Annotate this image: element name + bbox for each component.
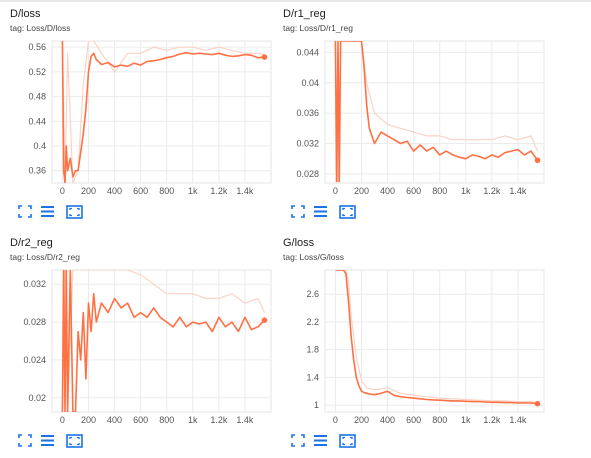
- zoom-fit-icon[interactable]: [339, 434, 356, 448]
- y-tick-label: 0.032: [296, 139, 319, 149]
- fit-screen-icon[interactable]: [18, 205, 34, 218]
- x-tick-label: 1.4k: [236, 415, 254, 425]
- last-point-marker: [261, 54, 268, 60]
- fit-screen-icon[interactable]: [291, 434, 307, 447]
- series-group: [61, 270, 268, 412]
- smoothed-series-line: [335, 270, 538, 405]
- x-tick-label: 800: [159, 415, 174, 425]
- smoothed-series-line: [334, 41, 539, 183]
- series-group: [61, 41, 268, 183]
- data-table-icon[interactable]: [40, 434, 56, 447]
- x-tick-label: 200: [81, 186, 96, 196]
- x-tick-label: 0: [60, 186, 65, 196]
- raw-series-line: [61, 270, 266, 412]
- x-tick-label: 1.4k: [509, 186, 527, 196]
- y-tick-label: 0.04: [301, 78, 319, 88]
- y-tick-label: 0.036: [296, 108, 319, 118]
- last-point-marker: [534, 400, 541, 407]
- x-tick-label: 1k: [188, 415, 198, 425]
- fit-screen-icon[interactable]: [18, 434, 34, 447]
- plot-area: [324, 269, 545, 413]
- x-tick-label: 600: [406, 186, 421, 196]
- x-tick-label: 0: [60, 415, 65, 425]
- card-tag: tag: Loss/G/loss: [283, 252, 344, 262]
- card-d-loss: D/loss tag: Loss/D/loss 0 200 400 600 800 1k 1…: [0, 0, 295, 229]
- x-tick-label: 0: [333, 186, 338, 196]
- smoothed-series-line: [61, 270, 266, 412]
- y-tick-label: 0.44: [28, 116, 46, 126]
- x-tick-label: 1k: [188, 186, 198, 196]
- data-table-icon[interactable]: [313, 205, 329, 218]
- x-tick-label: 800: [432, 415, 447, 425]
- x-tick-label: 200: [81, 415, 96, 425]
- x-tick-label: 800: [159, 186, 174, 196]
- card-title: G/loss: [283, 237, 315, 249]
- fit-screen-icon[interactable]: [291, 205, 307, 218]
- x-tick-label: 400: [107, 186, 122, 196]
- y-tick-label: 0.4: [33, 141, 46, 151]
- series-group: [334, 41, 541, 183]
- y-tick-label: 0.024: [23, 355, 46, 365]
- data-table-icon[interactable]: [40, 205, 56, 218]
- raw-series-line: [334, 41, 539, 183]
- zoom-fit-icon[interactable]: [66, 434, 83, 448]
- x-tick-label: 600: [133, 186, 148, 196]
- zoom-fit-icon[interactable]: [339, 205, 356, 219]
- x-tick-label: 1.4k: [236, 186, 254, 196]
- card-tag: tag: Loss/D/r1_reg: [283, 23, 353, 33]
- zoom-fit-icon[interactable]: [66, 205, 83, 219]
- card-g-loss: G/loss tag: Loss/G/loss 0 200 400 600 800 1k 1…: [273, 229, 568, 458]
- card-tag: tag: Loss/D/r2_reg: [10, 252, 80, 262]
- x-tick-label: 400: [380, 186, 395, 196]
- card-title: D/r1_reg: [283, 8, 326, 20]
- data-table-icon[interactable]: [313, 434, 329, 447]
- y-tick-label: 2.6: [306, 289, 319, 299]
- series-group: [335, 270, 541, 407]
- card-title: D/r2_reg: [10, 237, 53, 249]
- chart-d-loss[interactable]: 0 200 400 600 800 1k 1.2k 1.4k 0.36 0.4 0.44 0.48 0.…: [0, 0, 295, 229]
- y-tick-label: 0.36: [28, 166, 46, 176]
- y-tick-label: 0.032: [23, 279, 46, 289]
- x-tick-label: 400: [380, 415, 395, 425]
- y-tick-label: 2.2: [306, 317, 319, 327]
- chart-d-r2-reg[interactable]: 0 200 400 600 800 1k 1.2k 1.4k 0.02 0.024 0.028 0.0…: [0, 229, 295, 458]
- x-tick-label: 1k: [461, 415, 471, 425]
- card-tag: tag: Loss/D/loss: [10, 23, 71, 33]
- y-tick-label: 0.044: [296, 47, 319, 57]
- card-d-r1-reg: D/r1_reg tag: Loss/D/r1_reg 0 200 400 600 80…: [273, 0, 568, 229]
- x-tick-label: 1.2k: [483, 415, 501, 425]
- y-tick-label: 0.028: [296, 169, 319, 179]
- card-title: D/loss: [10, 8, 41, 20]
- plot-area: [324, 40, 545, 184]
- chart-g-loss[interactable]: 0 200 400 600 800 1k 1.2k 1.4k 1 1.4 1.8 2.2 2.6: [273, 229, 568, 458]
- x-tick-label: 600: [133, 415, 148, 425]
- x-tick-label: 0: [333, 415, 338, 425]
- y-tick-label: 0.52: [28, 67, 46, 77]
- smoothed-series-line: [61, 41, 265, 183]
- x-tick-label: 1.2k: [210, 186, 228, 196]
- x-tick-label: 800: [432, 186, 447, 196]
- card-d-r2-reg: D/r2_reg tag: Loss/D/r2_reg 0 200 400 600 80…: [0, 229, 295, 458]
- x-tick-label: 1.4k: [509, 415, 527, 425]
- y-tick-label: 1.4: [306, 372, 319, 382]
- y-tick-label: 0.48: [28, 92, 46, 102]
- chart-d-r1-reg[interactable]: 0 200 400 600 800 1k 1.2k 1.4k 0.028 0.032 0.036 0.…: [273, 0, 568, 229]
- last-point-marker: [534, 157, 541, 164]
- x-tick-label: 1.2k: [483, 186, 501, 196]
- y-tick-label: 1.8: [306, 345, 319, 355]
- x-tick-label: 200: [354, 186, 369, 196]
- x-tick-label: 200: [354, 415, 369, 425]
- y-tick-label: 1: [314, 400, 319, 410]
- raw-series-line: [61, 41, 265, 183]
- y-tick-label: 0.028: [23, 317, 46, 327]
- x-tick-label: 600: [406, 415, 421, 425]
- raw-series-line: [335, 270, 538, 404]
- top-divider: [0, 0, 591, 2]
- x-tick-label: 1k: [461, 186, 471, 196]
- x-tick-label: 1.2k: [210, 415, 228, 425]
- last-point-marker: [261, 317, 268, 323]
- y-tick-label: 0.56: [28, 42, 46, 52]
- x-tick-label: 400: [107, 415, 122, 425]
- y-tick-label: 0.02: [28, 393, 46, 403]
